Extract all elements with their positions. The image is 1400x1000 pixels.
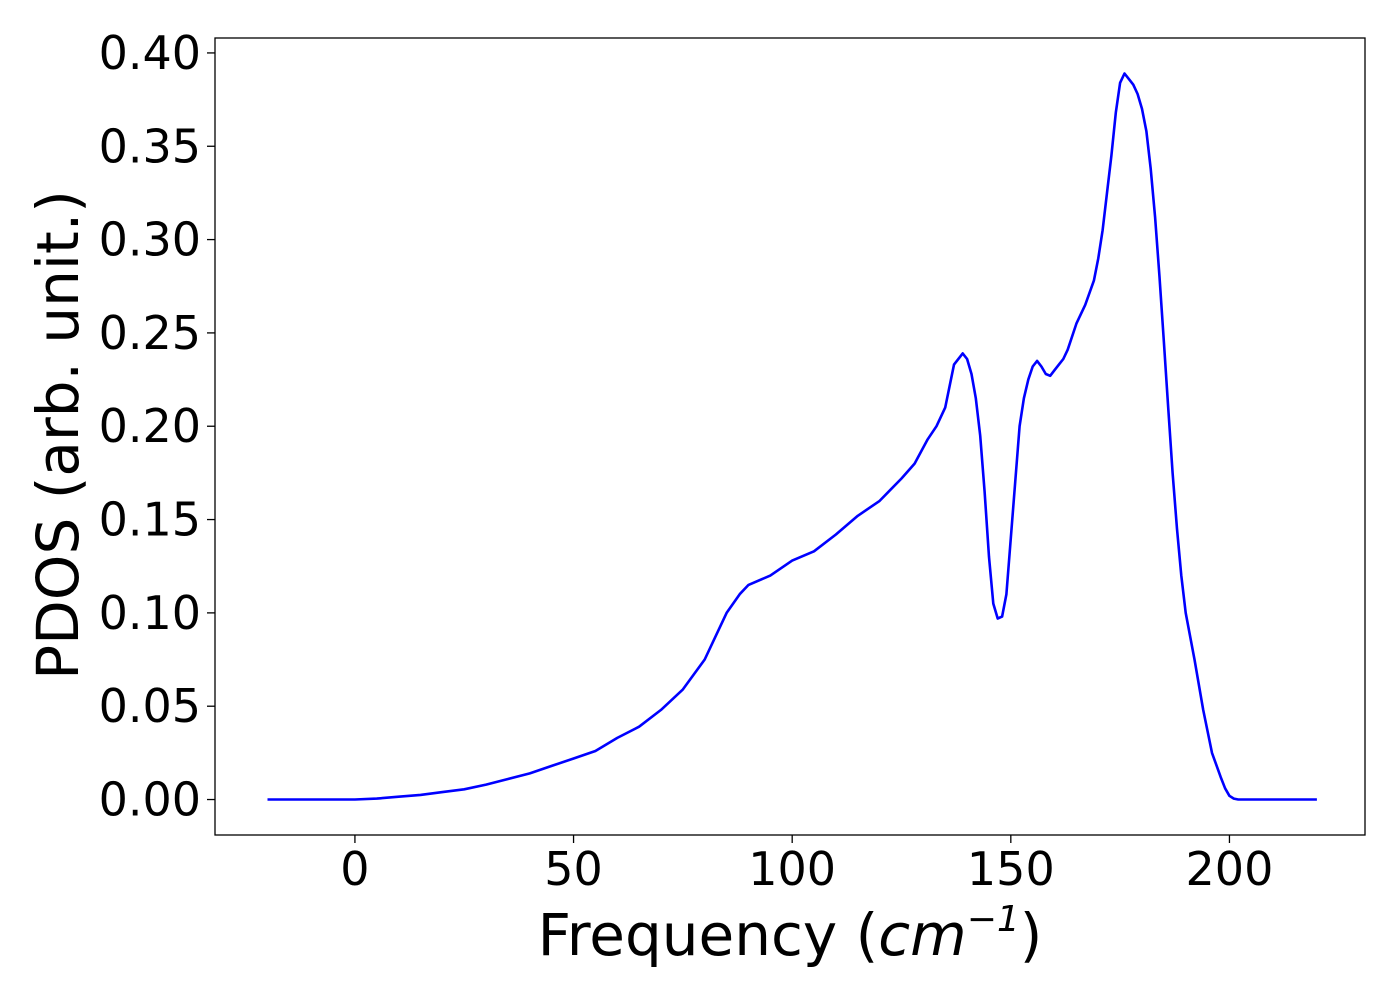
y-axis-ticks: 0.00 0.05 0.10 0.15 0.20 0.25 0.30 0.35 0.40	[99, 26, 215, 827]
y-tick-label: 0.30	[99, 213, 201, 267]
x-tick-label: 50	[544, 842, 603, 896]
y-tick-label: 0.40	[99, 26, 201, 80]
x-axis-unit-exponent: −1	[967, 899, 1020, 940]
x-tick-label: 200	[1186, 842, 1274, 896]
plot-area	[267, 72, 1317, 801]
y-tick-label: 0.05	[99, 679, 201, 733]
y-tick-label: 0.10	[99, 586, 201, 640]
y-axis-title: PDOS (arb. unit.)	[24, 190, 92, 680]
x-tick-label: 150	[967, 842, 1055, 896]
x-axis-title-text: Frequency	[538, 901, 838, 969]
y-tick-label: 0.25	[99, 306, 201, 360]
plot-frame	[214, 37, 1366, 836]
y-tick-label: 0.15	[99, 493, 201, 547]
x-tick-label: 100	[748, 842, 836, 896]
x-axis-ticks: 0 50 100 150 200	[340, 835, 1273, 896]
pdos-series-line	[267, 72, 1317, 801]
x-tick-label: 0	[340, 842, 369, 896]
y-tick-label: 0.00	[99, 773, 201, 827]
x-axis-unit-base: cm	[878, 901, 966, 969]
x-axis-title: Frequency (cm−1)	[538, 899, 1043, 969]
y-tick-label: 0.20	[99, 399, 201, 453]
y-tick-label: 0.35	[99, 119, 201, 173]
